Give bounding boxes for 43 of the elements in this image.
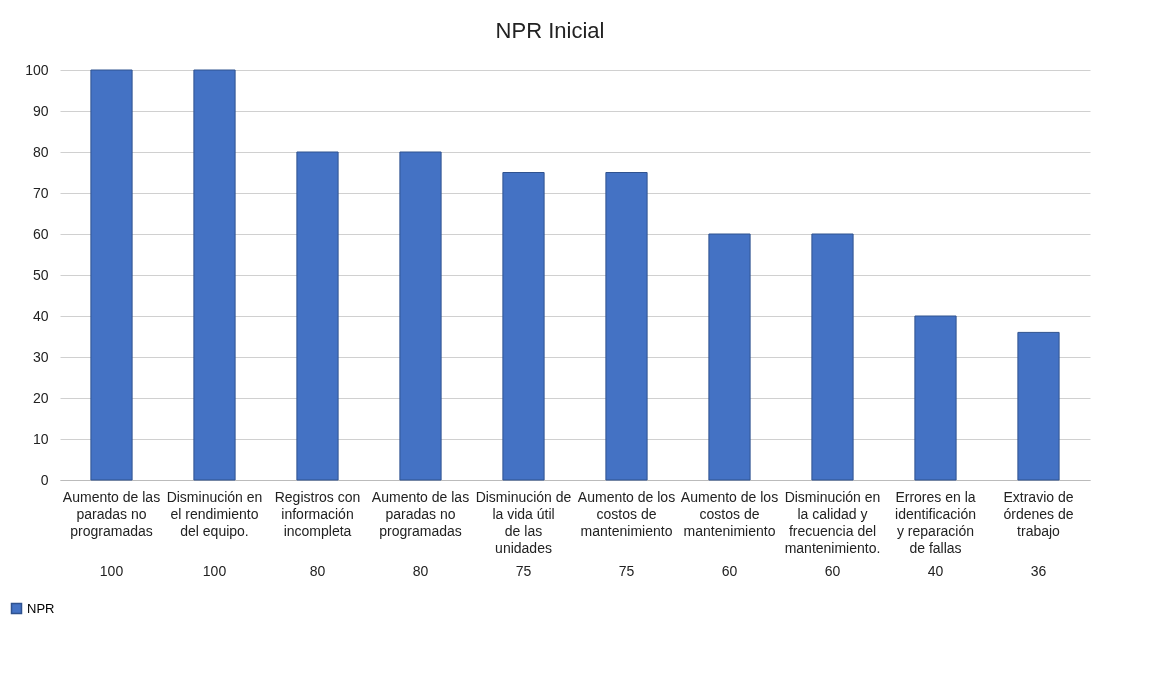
chart-title: NPR Inicial xyxy=(495,18,605,43)
x-tick-label: Registros con información incompleta xyxy=(274,488,361,539)
data-label: 80 xyxy=(309,563,326,579)
y-tick-label: 0 xyxy=(40,471,49,488)
data-label: 60 xyxy=(721,563,738,579)
data-label: 60 xyxy=(824,563,841,579)
bar xyxy=(193,69,236,481)
x-tick-label: Disminución en la calidad y frecuencia del mantenimiento. xyxy=(784,488,881,556)
x-tick-label: Aumento de los costos de mantenimiento xyxy=(577,488,676,539)
y-tick-label: 30 xyxy=(32,348,49,365)
x-tick-label: Aumento de las paradas no programadas xyxy=(371,488,470,539)
y-tick-label: 80 xyxy=(32,143,49,160)
bar xyxy=(296,151,339,481)
legend-label: NPR xyxy=(27,600,55,616)
bar xyxy=(502,172,545,481)
x-tick-label: Aumento de los costos de mantenimiento xyxy=(680,488,779,539)
x-tick-label: Aumento de las paradas no programadas xyxy=(62,488,161,539)
y-tick-label: 10 xyxy=(32,430,49,447)
x-tick-label: Errores en la identificación y reparación de fallas xyxy=(895,488,976,556)
data-label: 100 xyxy=(202,563,227,579)
bar xyxy=(90,69,133,481)
data-label: 36 xyxy=(1030,563,1047,579)
x-tick-label: Disminución de la vida útil de las unidades xyxy=(475,488,572,556)
bar xyxy=(605,172,648,481)
bar xyxy=(1017,331,1060,481)
bar xyxy=(914,315,957,481)
y-tick-label: 20 xyxy=(32,389,49,406)
x-tick-label: Disminución en el rendimiento del equipo. xyxy=(166,488,263,539)
data-label: 75 xyxy=(618,563,635,579)
y-tick-label: 90 xyxy=(32,102,49,119)
y-tick-label: 60 xyxy=(32,225,49,242)
bar xyxy=(708,233,751,481)
y-tick-label: 40 xyxy=(32,307,49,324)
bar xyxy=(399,151,442,481)
y-tick-label: 100 xyxy=(25,61,49,78)
y-tick-label: 70 xyxy=(32,184,49,201)
x-tick-label: Extravio de órdenes de trabajo xyxy=(1003,488,1074,539)
data-label: 40 xyxy=(927,563,944,579)
data-label: 75 xyxy=(515,563,532,579)
y-tick-label: 50 xyxy=(32,266,49,283)
bar xyxy=(811,233,854,481)
data-label: 100 xyxy=(99,563,124,579)
data-label: 80 xyxy=(412,563,429,579)
